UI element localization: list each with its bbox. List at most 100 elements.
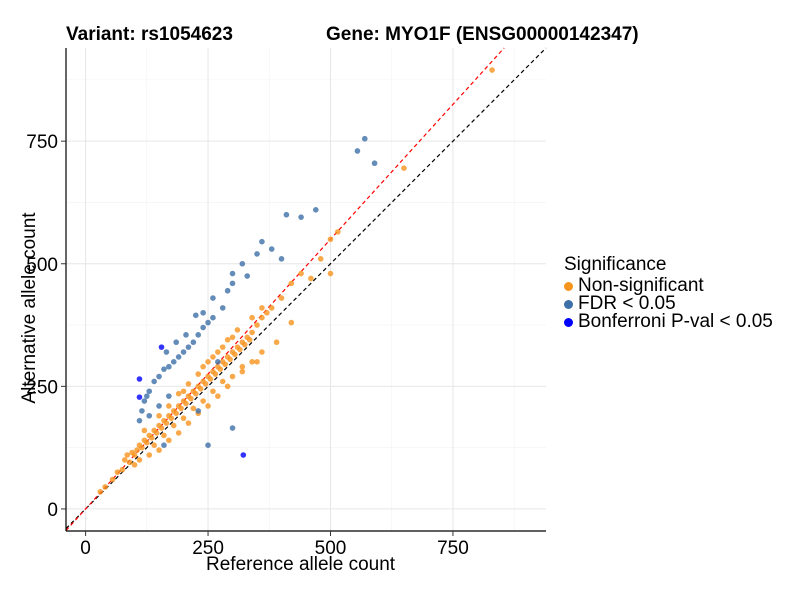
data-point (244, 273, 251, 279)
data-point (156, 403, 162, 409)
data-point (227, 356, 233, 363)
data-point (156, 447, 162, 453)
y-tick-label: 250 (26, 377, 58, 398)
data-point (371, 160, 378, 167)
data-point (312, 207, 319, 213)
data-point (190, 405, 197, 412)
data-point (401, 165, 407, 171)
data-point (254, 359, 260, 365)
data-point (205, 442, 211, 448)
data-point (215, 349, 221, 355)
data-point (136, 457, 143, 463)
reference-line-identity (65, 47, 547, 529)
legend-label: FDR < 0.05 (578, 293, 676, 314)
data-point (210, 388, 216, 395)
x-axis-label: Reference allele count (206, 554, 396, 575)
legend-dot-icon (564, 281, 573, 291)
data-point (161, 442, 167, 448)
data-point (158, 344, 165, 350)
data-point (232, 351, 238, 358)
data-point (361, 135, 368, 142)
data-point (278, 256, 285, 262)
data-point (288, 319, 295, 326)
data-point (161, 366, 167, 372)
data-point (254, 322, 260, 328)
data-point (215, 359, 221, 365)
data-point (136, 394, 143, 400)
data-point (175, 430, 182, 436)
data-point (153, 430, 160, 436)
data-point (166, 393, 172, 399)
data-point (141, 427, 148, 434)
data-point (273, 339, 280, 346)
data-point (144, 393, 150, 399)
data-point (210, 314, 216, 321)
data-point (278, 295, 285, 301)
data-point (298, 214, 304, 220)
data-point (200, 363, 206, 370)
x-tick-label: 500 (315, 538, 347, 559)
data-point (219, 344, 226, 350)
data-point (210, 295, 216, 301)
data-points (97, 67, 495, 495)
data-point (335, 229, 341, 235)
legend-item-bonferroni: Bonferroni P-val < 0.05 (564, 311, 773, 332)
data-point (121, 457, 128, 463)
data-point (259, 238, 265, 245)
data-point (183, 332, 189, 338)
data-point (202, 381, 209, 387)
data-point (229, 373, 236, 380)
data-point (200, 309, 206, 316)
data-point (259, 314, 265, 321)
data-point (229, 270, 236, 277)
data-point (200, 324, 206, 331)
chart-title-variant: Variant: rs1054623 (66, 24, 233, 45)
data-point (241, 341, 248, 348)
legend-title: Significance (564, 254, 667, 275)
data-point (229, 425, 236, 431)
data-point (166, 437, 172, 444)
data-point (298, 270, 304, 277)
x-tick-label: 750 (437, 538, 469, 559)
grid (66, 48, 546, 531)
reference-line-fitted (65, 47, 505, 531)
data-point (131, 462, 138, 468)
data-point (170, 422, 177, 429)
data-point (327, 236, 334, 243)
data-point (308, 275, 314, 282)
data-point (180, 388, 187, 395)
data-point (246, 336, 253, 343)
data-point (151, 378, 157, 385)
data-point (146, 412, 153, 419)
data-point (212, 371, 219, 377)
data-point (114, 469, 121, 475)
data-point (195, 371, 202, 377)
data-point (210, 354, 216, 360)
data-point (205, 319, 211, 326)
data-point (192, 312, 199, 319)
data-point (175, 354, 182, 360)
data-point (170, 359, 177, 365)
legend-label: Non-significant (578, 275, 704, 296)
data-point (136, 376, 143, 382)
data-point (219, 378, 226, 385)
data-point (139, 444, 145, 451)
data-point (139, 408, 145, 414)
data-point (205, 359, 211, 365)
data-point (288, 280, 295, 287)
data-point (156, 412, 162, 419)
y-tick-label: 500 (26, 255, 58, 276)
data-point (259, 305, 265, 311)
data-point (264, 309, 270, 316)
legend-dot-icon (564, 317, 573, 327)
legend-item-non-significant: Non-significant (564, 275, 773, 296)
y-tick-label: 750 (26, 132, 58, 153)
data-point (185, 420, 192, 426)
axes: 0 250 500 750 0 250 500 750 (26, 48, 546, 559)
data-point (240, 452, 247, 458)
data-point (185, 381, 192, 387)
chart-title-gene: Gene: MYO1F (ENSG00000142347) (326, 24, 639, 45)
data-point (146, 388, 153, 395)
legend-dot-icon (564, 299, 573, 309)
